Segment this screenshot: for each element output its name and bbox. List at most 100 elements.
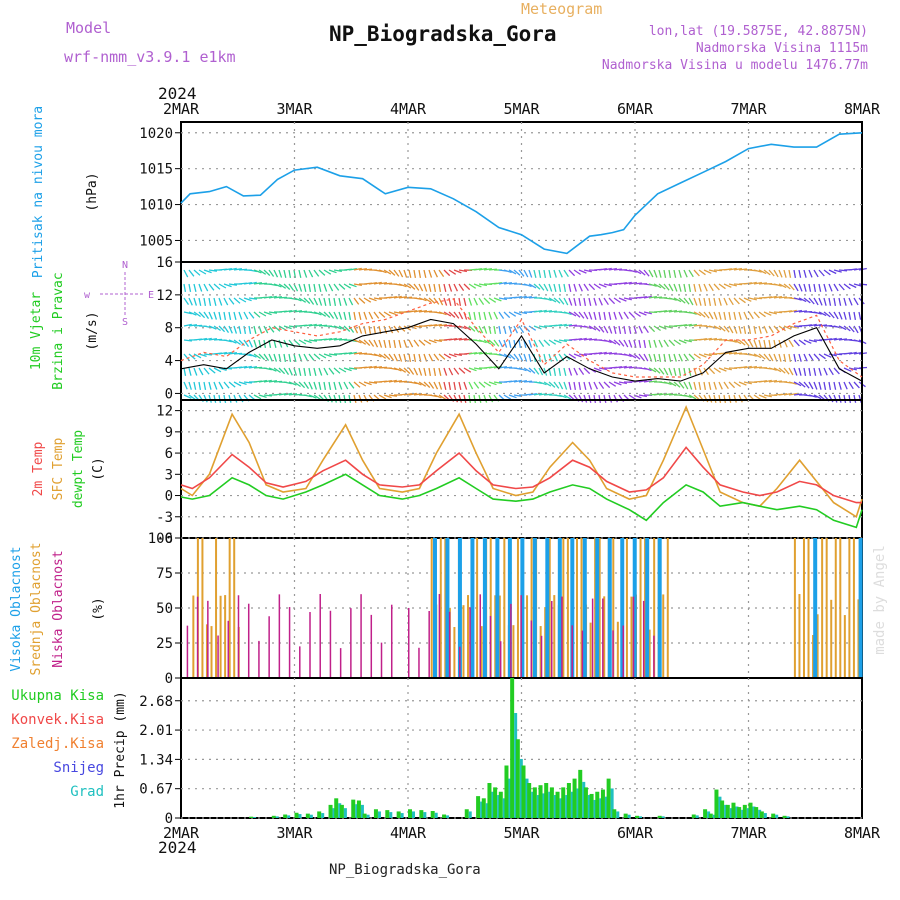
cloud-mid-bar: [580, 538, 583, 678]
wind-barb: [678, 324, 688, 327]
wind-barb: [318, 367, 323, 376]
wind-barb: [818, 381, 822, 390]
cloud-mid-bar: [539, 626, 542, 678]
wind-barb: [823, 311, 831, 318]
wind-barb: [553, 324, 563, 327]
wind-barb: [413, 367, 419, 376]
wind-barb: [208, 269, 217, 272]
cloud-high-bar: [432, 538, 437, 678]
wind-barb: [603, 311, 607, 321]
wind-barb: [188, 324, 198, 327]
wind-barb: [323, 297, 327, 306]
wind-barb: [758, 282, 767, 285]
precip-total-bar: [759, 811, 764, 818]
wind-barb: [533, 339, 538, 348]
wind-barb: [833, 311, 839, 320]
wind-barb: [308, 394, 317, 399]
wind-barb: [223, 339, 232, 343]
cloud-high-bar: [520, 538, 525, 678]
precip-total-bar: [703, 809, 708, 818]
wind-barb: [528, 283, 537, 289]
wind-barb: [778, 353, 782, 362]
wind-barb: [763, 311, 772, 316]
y-tick-label: -3: [156, 510, 173, 526]
wind-barb: [398, 269, 404, 278]
wind-barb: [683, 353, 689, 362]
wind-barb: [718, 381, 723, 390]
wind-barb: [488, 268, 497, 271]
wind-barb: [548, 339, 557, 345]
cloud-low-bar: [217, 635, 219, 678]
wind-barb: [653, 283, 662, 289]
wind-barb: [738, 381, 747, 386]
cloud-mid-bar: [544, 607, 547, 678]
wind-barb: [358, 267, 368, 271]
precip-hail-bar: [508, 778, 512, 818]
wind-barb: [243, 281, 253, 285]
wind-barb: [628, 339, 633, 348]
wind-barb: [508, 282, 517, 285]
cloud-mid-bar: [526, 595, 529, 678]
wind-barb: [843, 283, 851, 290]
wind-barb: [233, 394, 238, 403]
wind-barb: [613, 339, 621, 346]
wind-barb: [368, 311, 374, 320]
cloud-low-bar: [207, 600, 209, 678]
wind-barb: [203, 381, 207, 391]
wind-barb: [353, 352, 363, 355]
wind-barb: [833, 337, 843, 341]
cloud-low-bar: [499, 641, 502, 678]
wind-barb: [238, 311, 243, 320]
wind-barb: [188, 283, 192, 293]
wind-barb: [338, 367, 347, 373]
wind-barb: [248, 366, 258, 369]
precip-hail-bar: [491, 791, 495, 818]
wind-barb: [213, 381, 218, 390]
cloud-high-bar: [482, 538, 487, 678]
wind-barb: [833, 394, 838, 403]
precip-total-bar: [708, 813, 713, 818]
precip-total-bar: [305, 813, 310, 818]
wind-barb: [483, 311, 487, 320]
wind-barb: [278, 283, 287, 289]
wind-barb: [683, 323, 692, 327]
wind-barb: [238, 339, 246, 347]
wind-barb: [313, 367, 317, 376]
wind-barb: [733, 381, 741, 388]
wind-barb: [268, 295, 277, 299]
wind-barb: [663, 367, 669, 376]
wind-barb: [463, 325, 472, 331]
wind-barb: [538, 269, 542, 279]
wind-barb: [843, 367, 852, 372]
wind-barb: [433, 381, 439, 390]
wind-barb: [578, 297, 582, 307]
wind-barb: [183, 381, 188, 390]
wind-barb: [333, 381, 337, 390]
wind-barb: [518, 311, 528, 315]
wind-barb: [328, 394, 333, 403]
wind-barb: [828, 269, 837, 275]
wind-barb: [508, 269, 517, 275]
wind-barb: [313, 353, 321, 360]
wind-barb: [843, 297, 847, 306]
wind-barb: [288, 283, 295, 291]
wind-barb: [818, 311, 827, 317]
precip-total-bar: [527, 783, 532, 818]
wind-barb: [248, 281, 257, 285]
wind-barb: [188, 381, 192, 390]
wind-barb: [693, 353, 701, 360]
wind-barb: [523, 295, 533, 299]
wind-barb: [198, 337, 208, 341]
wind-barb: [338, 394, 342, 403]
wind-barb: [803, 297, 811, 304]
wind-barb: [543, 381, 552, 387]
cloud-mid-bar: [802, 538, 805, 678]
wind-barb: [798, 310, 807, 313]
wind-barb: [198, 381, 202, 391]
wind-barb: [313, 381, 318, 390]
cloud-low-bar: [268, 616, 270, 678]
wind-barb: [363, 311, 368, 320]
precip-legend-item: Ukupna Kisa: [11, 688, 104, 704]
wind-barb: [788, 325, 797, 329]
